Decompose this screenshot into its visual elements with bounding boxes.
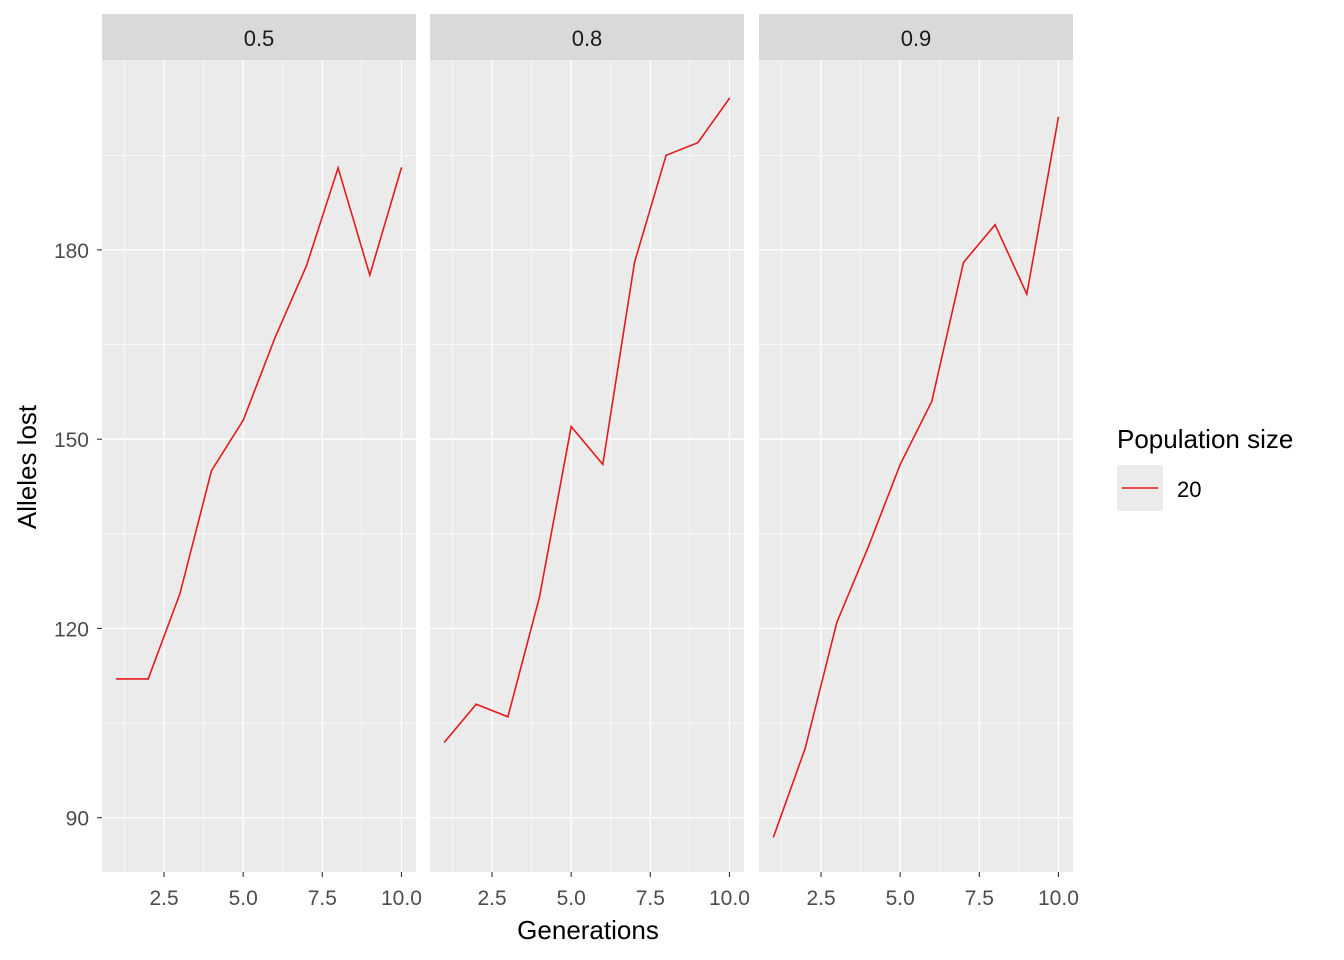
y-axis-label: Alleles lost xyxy=(12,404,42,529)
x-tick-label: 2.5 xyxy=(477,887,506,910)
x-tick-label: 5.0 xyxy=(886,887,915,910)
data-point xyxy=(696,141,699,144)
x-tick-label: 7.5 xyxy=(636,887,665,910)
facet-strip xyxy=(102,14,416,60)
data-point xyxy=(633,261,636,264)
x-tick-label: 2.5 xyxy=(806,887,835,910)
data-point xyxy=(962,261,965,264)
y-tick-label: 150 xyxy=(54,429,89,452)
data-point xyxy=(538,596,541,598)
y-tick-label: 180 xyxy=(54,240,89,263)
data-point xyxy=(337,167,339,169)
x-tick-label: 5.0 xyxy=(229,887,258,910)
data-point xyxy=(242,419,244,422)
data-point xyxy=(443,741,446,743)
facet-label: 0.5 xyxy=(244,26,275,51)
data-point xyxy=(867,545,870,548)
data-point xyxy=(804,747,807,750)
facet-strip xyxy=(430,14,744,60)
data-point xyxy=(115,678,118,680)
data-point xyxy=(899,463,901,466)
x-axis-label: Generations xyxy=(517,915,659,945)
facet-label: 0.9 xyxy=(901,26,932,51)
series-line-0.9 xyxy=(772,117,1060,837)
x-tick-label: 7.5 xyxy=(308,887,337,910)
data-point xyxy=(1057,116,1060,119)
data-point xyxy=(305,264,308,267)
series-line-0.8 xyxy=(443,98,731,743)
panel-background xyxy=(759,60,1073,872)
y-tick-label: 120 xyxy=(54,618,89,641)
data-point xyxy=(570,425,572,428)
y-tick-label: 90 xyxy=(66,808,89,831)
facet-label: 0.8 xyxy=(572,26,603,51)
data-point xyxy=(602,463,604,466)
data-point xyxy=(147,678,150,680)
data-point xyxy=(475,703,478,705)
panel-background xyxy=(430,60,744,872)
data-point xyxy=(994,223,996,226)
x-tick-label: 10.0 xyxy=(709,887,750,910)
x-tick-label: 10.0 xyxy=(381,887,422,910)
series-line-0.5 xyxy=(116,165,403,680)
x-tick-label: 2.5 xyxy=(149,887,178,910)
legend-title: Population size xyxy=(1117,424,1293,454)
data-point xyxy=(728,97,731,100)
data-point xyxy=(1025,293,1028,295)
data-point xyxy=(210,469,213,472)
data-point xyxy=(836,621,838,623)
data-point xyxy=(665,154,667,157)
data-point xyxy=(931,400,933,403)
data-point xyxy=(772,835,775,838)
panel-background xyxy=(102,60,416,872)
x-tick-label: 10.0 xyxy=(1038,887,1079,910)
facet-strip xyxy=(759,14,1073,60)
data-point xyxy=(400,167,403,169)
data-point xyxy=(507,715,509,718)
data-point xyxy=(179,592,181,595)
legend-entry-label: 20 xyxy=(1177,477,1201,502)
x-tick-label: 7.5 xyxy=(965,887,994,910)
data-point xyxy=(274,337,276,340)
x-tick-label: 5.0 xyxy=(557,887,586,910)
data-point xyxy=(368,274,371,276)
